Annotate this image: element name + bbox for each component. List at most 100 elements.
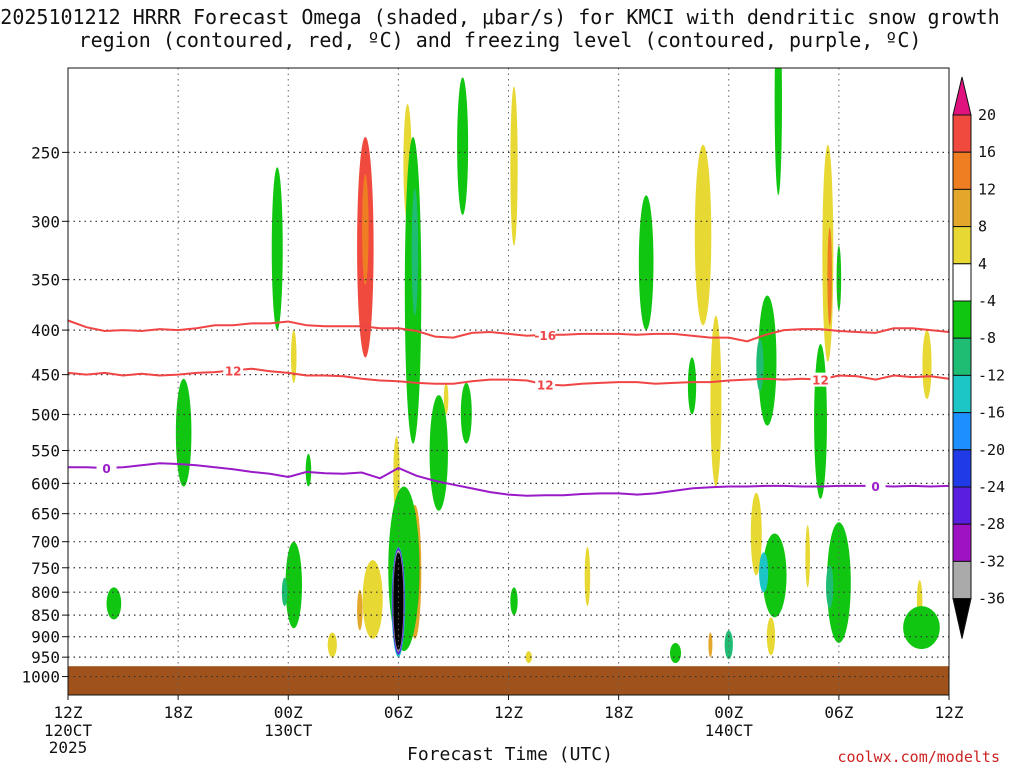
contour-label: 12 <box>225 364 242 378</box>
colorbar-tick-label: -16 <box>978 404 1005 422</box>
contour-line <box>68 367 949 387</box>
omega-sink-region <box>826 522 851 643</box>
omega-sink-region <box>394 555 403 648</box>
colorbar-tick-label: -24 <box>978 478 1005 496</box>
omega-sink-region <box>774 68 782 196</box>
omega-rise-region <box>291 330 297 383</box>
omega-sink-region <box>826 565 834 609</box>
omega-sink-region <box>670 642 682 664</box>
colorbar-bin <box>952 226 972 265</box>
y-tick-label: 650 <box>31 505 60 524</box>
x-tick-label: 12Z <box>54 703 83 722</box>
omega-rise-region <box>750 492 762 576</box>
omega-rise-region <box>766 617 776 656</box>
contour-label-bg <box>865 478 886 493</box>
omega-sink-region <box>429 395 448 511</box>
omega-rise-region <box>443 382 449 415</box>
y-tick-label: 600 <box>31 474 60 493</box>
contour-label-bg <box>535 327 556 342</box>
colorbar-top-arrow <box>952 76 972 116</box>
omega-rise-region <box>827 227 832 326</box>
x-tick-label: 12Z <box>935 703 964 722</box>
chart-title: 2025101212 HRRR Forecast Omega (shaded, … <box>0 5 1000 52</box>
omega-sink-region <box>903 606 940 650</box>
colorbar-tick-label: -4 <box>978 292 996 310</box>
x-axis-title: Forecast Time (UTC) <box>407 744 613 765</box>
colorbar-bin <box>952 114 972 153</box>
x-tick-label: 06Z <box>824 703 853 722</box>
contour-label-bg <box>96 460 117 475</box>
omega-sink-region <box>510 587 518 616</box>
colorbar-tick-label: -36 <box>978 590 1005 608</box>
x-tick-date-label: 2025 <box>49 738 88 757</box>
colorbar-tick-label: -20 <box>978 441 1005 459</box>
colorbar-bin <box>952 300 972 339</box>
omega-sink-region <box>762 533 787 618</box>
contour-label: 12 <box>812 374 829 388</box>
contour-label: 0 <box>871 480 879 494</box>
omega-sink-region <box>281 577 288 607</box>
colorbar-bin <box>952 151 972 190</box>
y-tick-label: 300 <box>31 212 60 231</box>
omega-sink-region <box>285 541 303 629</box>
omega-sink-region <box>106 587 122 620</box>
omega-rise-region <box>710 315 722 487</box>
contour-label-bg <box>535 377 556 392</box>
colorbar-bin <box>952 263 972 302</box>
credit-link[interactable]: coolwx.com/modelts <box>837 748 1000 766</box>
omega-rise-region <box>510 86 518 246</box>
y-tick-label: 700 <box>31 533 60 552</box>
y-tick-label: 450 <box>31 366 60 385</box>
y-tick-label: 500 <box>31 405 60 424</box>
colorbar-tick-label: 4 <box>978 255 987 273</box>
x-tick-date-label: 130CT <box>264 721 313 740</box>
isotherm-contours: -16 12 12 12 0 0 <box>68 319 949 497</box>
colorbar-tick-label: 8 <box>978 218 987 236</box>
omega-sink-region <box>175 378 192 487</box>
contour-line <box>68 319 949 343</box>
colorbar-bin <box>952 523 972 562</box>
omega-rise-region <box>584 547 591 607</box>
colorbar-tick-label: 16 <box>978 143 996 161</box>
y-axis-ticks: 250 300 350 400 450 500 550 600 650 700 750 800 850 9… <box>21 143 68 687</box>
contour-label: 12 <box>537 379 554 393</box>
omega-rise-region <box>922 330 932 400</box>
omega-sink-region <box>305 453 312 487</box>
x-tick-date-label: 120CT <box>44 721 93 740</box>
contour-label-bg <box>223 363 244 378</box>
y-tick-label: 800 <box>31 583 60 602</box>
omega-rise-region <box>362 560 383 639</box>
omega-sink-region <box>460 382 472 444</box>
contour-label-bg <box>810 372 831 387</box>
colorbar-bin <box>952 486 972 525</box>
colorbar-tick-label: -8 <box>978 329 996 347</box>
omega-sink-region <box>756 339 764 392</box>
y-tick-label: 400 <box>31 321 60 340</box>
y-tick-label: 550 <box>31 442 60 461</box>
omega-sink-region <box>271 167 283 331</box>
omega-sink-region <box>411 188 419 316</box>
colorbar-tick-label: 20 <box>978 106 996 124</box>
y-tick-label: 350 <box>31 271 60 290</box>
omega-rise-region <box>525 651 532 664</box>
colorbar-bin <box>952 374 972 414</box>
colorbar-tick-label: -32 <box>978 552 1005 570</box>
x-tick-date-label: 140CT <box>705 721 754 740</box>
x-tick-label: 18Z <box>164 703 193 722</box>
colorbar-bin <box>952 337 972 376</box>
colorbar-bin <box>952 560 972 600</box>
colorbar-tick-label: -12 <box>978 366 1005 384</box>
omega-sink-region <box>724 630 733 660</box>
y-tick-label: 950 <box>31 648 60 667</box>
y-tick-label: 1000 <box>21 668 60 687</box>
x-tick-label: 18Z <box>604 703 633 722</box>
y-tick-label: 250 <box>31 143 60 162</box>
y-tick-label: 750 <box>31 559 60 578</box>
colorbar-tick-label: 12 <box>978 180 996 198</box>
omega-rise-region <box>327 632 337 658</box>
omega-rise-region <box>362 174 369 285</box>
x-tick-label: 00Z <box>714 703 743 722</box>
x-tick-label: 00Z <box>274 703 303 722</box>
colorbar-bin <box>952 412 972 451</box>
